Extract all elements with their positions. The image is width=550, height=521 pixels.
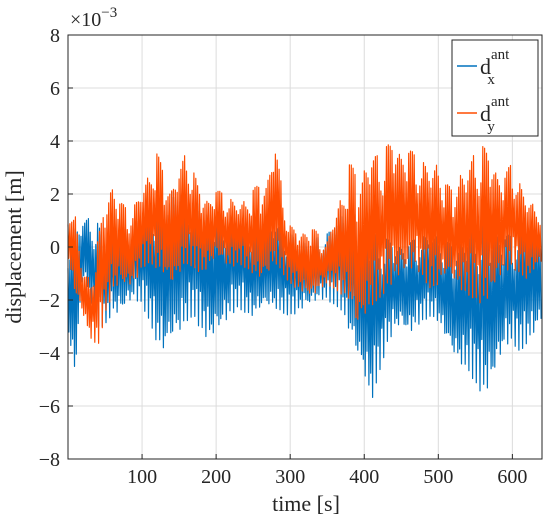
- y-tick-label: 8: [50, 25, 60, 47]
- y-tick-label: 0: [50, 237, 60, 259]
- legend-box: [451, 39, 539, 137]
- series-line-dy: [67, 144, 542, 344]
- legend-sup-dy: ant: [491, 94, 510, 110]
- legend-sup-dx: ant: [491, 47, 510, 63]
- x-tick-label: 500: [423, 466, 453, 488]
- x-axis-label: time [s]: [272, 491, 340, 516]
- legend-sub-dy: y: [487, 119, 495, 135]
- x-tick-label: 400: [349, 466, 379, 488]
- legend-base-dy: d: [480, 101, 491, 126]
- y-tick-label: 2: [50, 184, 60, 206]
- legend-sub-dx: x: [487, 72, 495, 88]
- y-tick-label: 6: [50, 78, 60, 100]
- ticks: [68, 34, 513, 460]
- legend: dant x dant y: [451, 39, 539, 137]
- tick-labels: 100 200 300 400 500 600 −8 −6 −4 −2 0 2 4 6 8: [39, 25, 528, 488]
- x-tick-label: 300: [275, 466, 305, 488]
- x-tick-label: 600: [497, 466, 527, 488]
- y-axis-label: displacement [m]: [1, 170, 26, 323]
- y-tick-label: −6: [39, 396, 60, 418]
- legend-base-dx: d: [480, 54, 491, 79]
- series-layer: [67, 144, 542, 398]
- y-tick-label: −4: [39, 343, 60, 365]
- y-tick-label: −2: [39, 290, 60, 312]
- x-tick-label: 200: [201, 466, 231, 488]
- legend-entry-dy: dant y: [457, 94, 510, 135]
- y-tick-label: 4: [50, 131, 60, 153]
- x-tick-label: 100: [127, 466, 157, 488]
- y-tick-label: −8: [39, 449, 60, 471]
- y-multiplier-label: ×10−3: [70, 5, 117, 31]
- legend-entry-dx: dant x: [457, 47, 510, 88]
